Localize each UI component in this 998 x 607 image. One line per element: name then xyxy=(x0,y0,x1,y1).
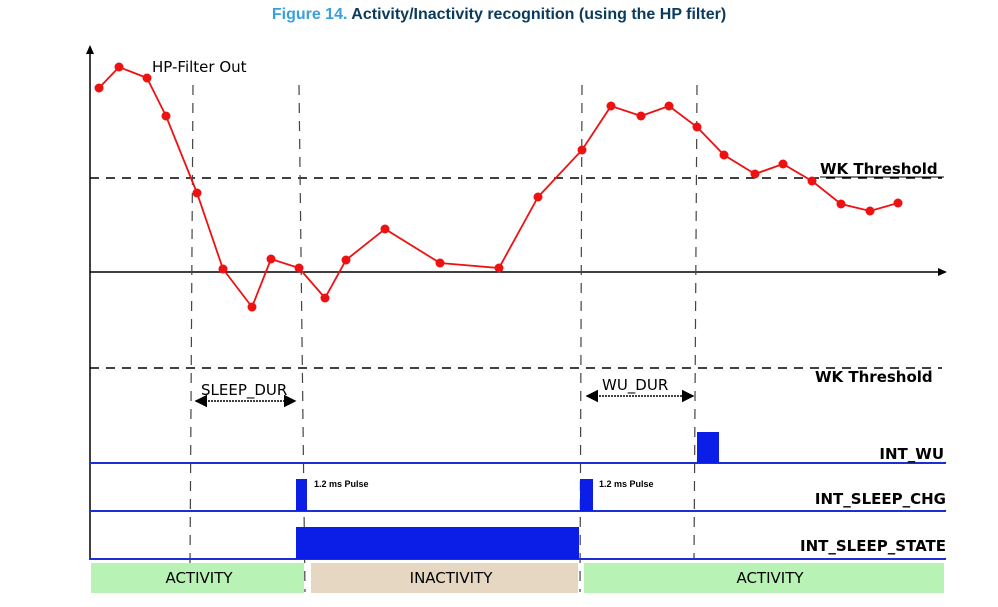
band-activity-right xyxy=(584,563,944,593)
signal-point xyxy=(142,73,152,83)
signal-point xyxy=(636,111,646,121)
marker-line-4 xyxy=(693,84,698,561)
signal-point xyxy=(192,188,202,198)
pulse-note-2: 1.2 ms Pulse xyxy=(599,479,654,489)
hp-filter-signal xyxy=(94,62,903,312)
signal-point xyxy=(114,62,124,72)
marker-line-2 xyxy=(298,84,306,593)
signal-point xyxy=(320,293,330,303)
band-activity-right-label: ACTIVITY xyxy=(736,569,804,587)
signal-point xyxy=(294,263,304,273)
pulse-note-1: 1.2 ms Pulse xyxy=(314,479,369,489)
band-activity-left xyxy=(91,563,304,593)
marker-line-3 xyxy=(579,84,583,593)
figure-caption: Activity/Inactivity recognition (using t… xyxy=(351,6,727,23)
signal-point xyxy=(750,169,760,179)
wu-dur-label: WU_DUR xyxy=(602,376,668,395)
signal-point xyxy=(266,254,276,264)
sleep-dur-label: SLEEP_DUR xyxy=(201,381,287,400)
signal-point xyxy=(778,159,788,169)
signal-point xyxy=(893,198,903,208)
signal-point xyxy=(94,83,104,93)
signal-point xyxy=(865,206,875,216)
x-axis-arrow xyxy=(938,268,947,276)
signal-label: HP-Filter Out xyxy=(152,58,247,76)
int-sleep-chg-label: INT_SLEEP_CHG xyxy=(815,490,946,508)
upper-threshold-label: WK Threshold xyxy=(820,160,938,178)
signal-point xyxy=(435,258,445,268)
signal-point xyxy=(494,263,504,273)
signal-point xyxy=(577,145,587,155)
figure-number: Figure 14. xyxy=(271,6,348,23)
int-sleep-state-high xyxy=(296,527,579,559)
signal-point xyxy=(664,101,674,111)
figure-title: Figure 14. Activity/Inactivity recogniti… xyxy=(0,6,998,24)
y-axis-arrow xyxy=(86,45,94,54)
lower-threshold-label: WK Threshold xyxy=(815,368,933,386)
signal-point xyxy=(606,101,616,111)
signal-point xyxy=(247,302,257,312)
band-activity-left-label: ACTIVITY xyxy=(165,569,233,587)
int-sleep-chg-pulse-1 xyxy=(296,479,307,511)
int-wu-pulse xyxy=(697,432,719,463)
int-sleep-state-label: INT_SLEEP_STATE xyxy=(800,537,946,555)
signal-point xyxy=(533,192,543,202)
signal-point xyxy=(719,150,729,160)
band-inactivity xyxy=(311,563,578,593)
signal-point xyxy=(341,255,351,265)
int-sleep-chg-pulse-2 xyxy=(580,479,593,511)
signal-point xyxy=(380,224,390,234)
signal-point xyxy=(218,264,228,274)
band-inactivity-label: INACTIVITY xyxy=(410,569,494,587)
marker-line-1 xyxy=(189,84,194,566)
signal-point xyxy=(807,176,817,186)
signal-point xyxy=(692,122,702,132)
int-wu-label: INT_WU xyxy=(879,445,944,463)
signal-point xyxy=(836,199,846,209)
signal-point xyxy=(161,111,171,121)
